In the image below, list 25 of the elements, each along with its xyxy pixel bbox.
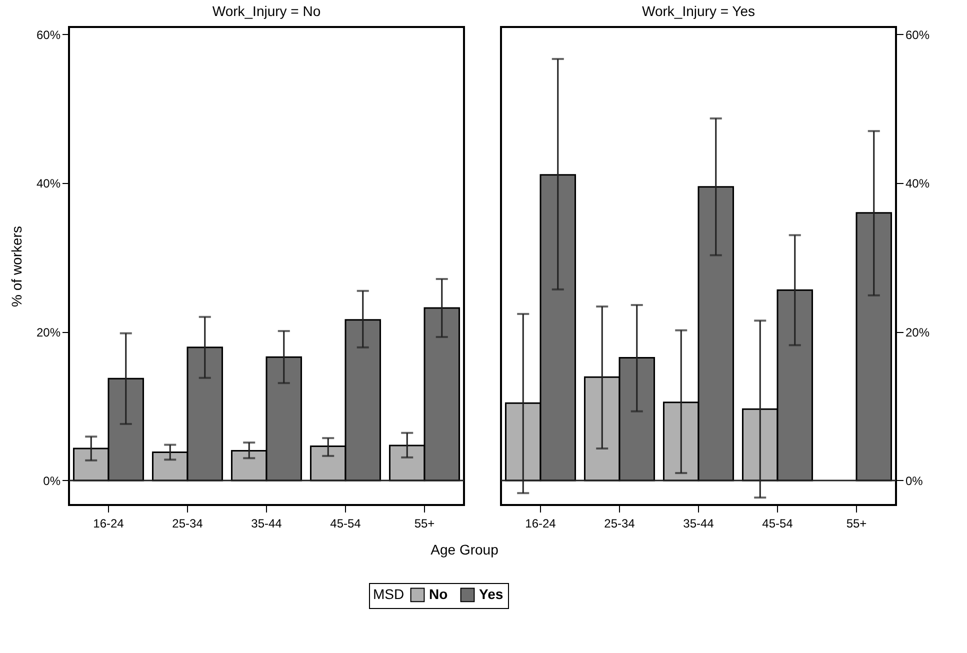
y-tick-label: 20% [906, 325, 930, 340]
x-tick-label: 35-44 [251, 516, 282, 530]
chart-title: Work_Injury = No [212, 3, 321, 19]
x-tick-label: 55+ [846, 516, 867, 530]
x-tick-label: 45-54 [762, 516, 794, 530]
legend-label: No [429, 586, 448, 602]
x-tick-label: 25-34 [604, 516, 636, 530]
y-tick-label: 60% [906, 28, 930, 42]
x-tick-label: 55+ [414, 516, 435, 530]
y-tick-label: 20% [36, 325, 61, 340]
y-axis-title: % of workers [8, 226, 24, 307]
legend-title: MSD [373, 586, 404, 602]
y-tick-label: 0% [43, 474, 61, 488]
x-tick-label: 16-24 [93, 516, 124, 530]
legend-label: Yes [479, 586, 504, 602]
x-tick-label: 25-34 [172, 516, 204, 530]
y-tick-label: 60% [36, 28, 61, 42]
x-tick-label: 35-44 [683, 516, 714, 530]
x-tick-label: 16-24 [525, 516, 556, 530]
chart-title: Work_Injury = Yes [642, 3, 755, 19]
y-tick-label: 0% [906, 474, 924, 488]
y-tick-label: 40% [36, 176, 61, 191]
x-tick-label: 45-54 [330, 516, 362, 530]
y-tick-label: 40% [906, 176, 930, 191]
x-axis-title: Age Group [430, 542, 499, 558]
